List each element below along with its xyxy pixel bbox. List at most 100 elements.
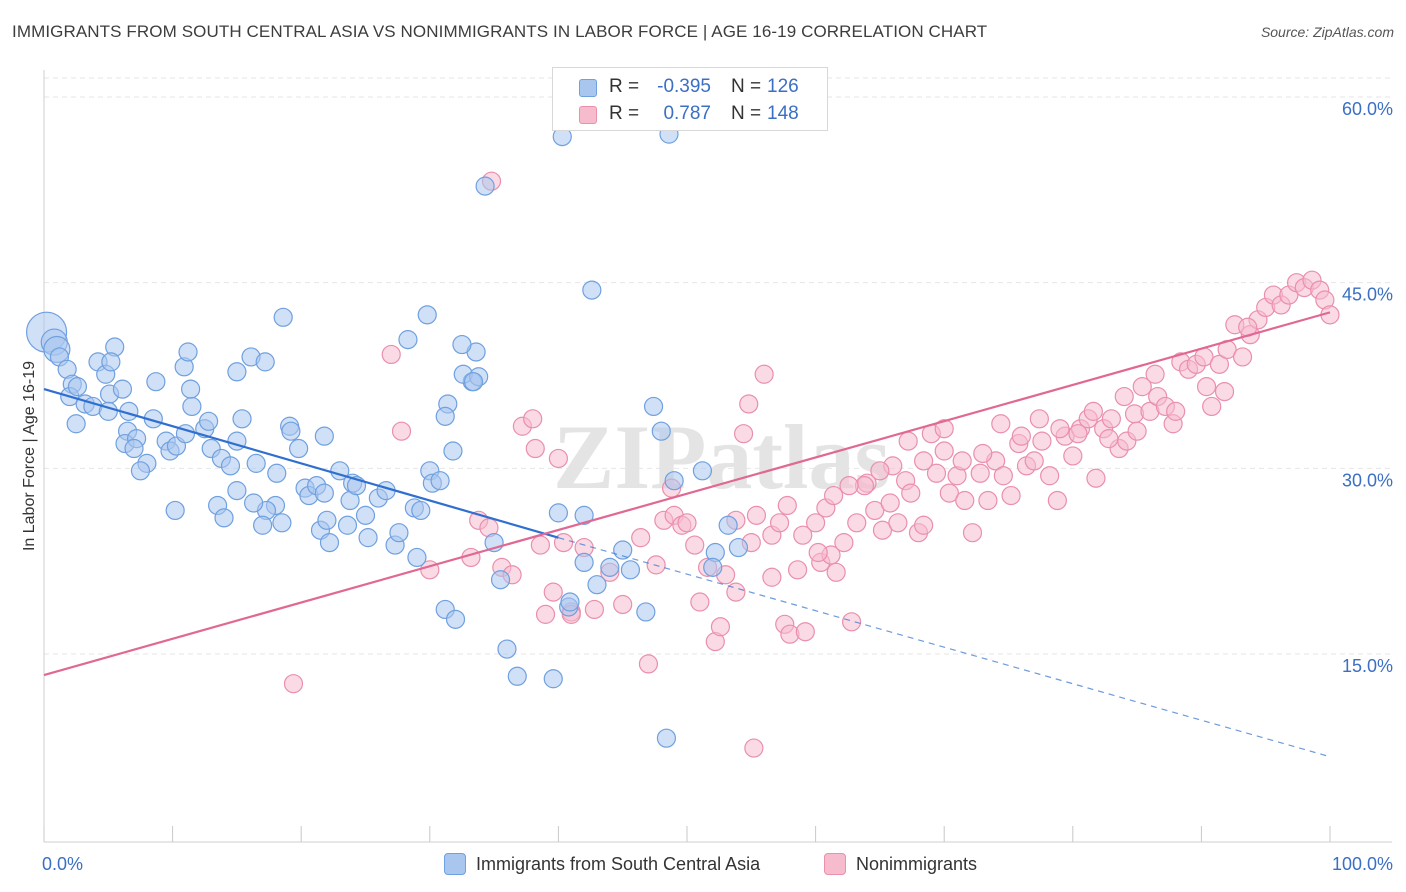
immigrants-point: [66, 414, 86, 434]
immigrants-point: [355, 505, 376, 525]
nonimmigrants-point: [962, 523, 983, 543]
nonimmigrants-point: [824, 485, 844, 506]
immigrants-point: [497, 639, 517, 659]
nonimmigrants-point: [898, 431, 918, 451]
immigrants-point: [67, 377, 88, 397]
immigrants-point: [587, 575, 607, 595]
immigrants-point: [463, 372, 484, 392]
immigrants-point: [220, 456, 241, 476]
immigrants-point: [101, 352, 121, 372]
nonimmigrants-point: [1032, 431, 1052, 451]
immigrants-point: [319, 532, 340, 553]
nonimmigrants-point: [733, 424, 754, 444]
chart-title: IMMIGRANTS FROM SOUTH CENTRAL ASIA VS NO…: [12, 22, 988, 41]
nonimmigrants-point: [842, 612, 862, 632]
nonimmigrants-point: [613, 594, 633, 615]
immigrants-point: [435, 406, 455, 426]
nonimmigrants-point: [535, 604, 556, 624]
nonimmigrants-point: [955, 490, 975, 511]
nonimmigrants-point: [888, 513, 908, 533]
legend-row-immigrants: R = -0.395 N = 126: [553, 73, 827, 101]
nonimmigrants-point: [787, 560, 808, 580]
nonimmigrants-point: [1166, 401, 1186, 421]
immigrants-point: [407, 547, 427, 568]
immigrants-point: [124, 438, 144, 459]
nonimmigrants-point: [631, 528, 651, 548]
y-tick-label: 60.0%: [1342, 99, 1393, 119]
immigrants-point: [227, 481, 247, 501]
immigrants-point: [314, 426, 334, 446]
immigrants-point: [548, 503, 569, 523]
immigrants-point: [146, 372, 166, 392]
axes: [43, 70, 1392, 843]
nonimmigrants-point: [1001, 485, 1021, 506]
immigrants-point: [613, 540, 633, 560]
immigrants-point: [165, 500, 185, 521]
nonimmigrants-point: [769, 513, 790, 533]
immigrants-point: [703, 557, 723, 577]
legend-swatch-blue: [579, 79, 597, 97]
nonimmigrants-point: [970, 463, 990, 483]
immigrants-point: [651, 421, 671, 441]
immigrants-point: [314, 483, 334, 503]
immigrants-point: [475, 176, 495, 196]
nonimmigrants-point: [677, 513, 697, 533]
legend-n-value-nonimmigrants: 148: [767, 103, 799, 124]
immigrants-point: [620, 560, 641, 580]
immigrants-point: [636, 602, 656, 622]
nonimmigrants-point: [762, 567, 782, 587]
legend-n-value-immigrants: 126: [767, 76, 799, 97]
nonimmigrants-point: [1132, 377, 1152, 397]
nonimmigrants-point: [1050, 419, 1070, 439]
nonimmigrants-point: [710, 617, 731, 637]
nonimmigrants-point: [1011, 426, 1031, 446]
legend-swatch-pink: [579, 106, 597, 124]
x-tick-label: 0.0%: [42, 854, 83, 874]
nonimmigrants-point: [1232, 347, 1253, 367]
immigrants-point: [178, 342, 198, 362]
nonimmigrants-point: [914, 451, 934, 471]
legend-n-label: N =: [731, 76, 762, 97]
immigrants-trend-extension: [558, 537, 1331, 758]
nonimmigrants-point: [978, 490, 998, 511]
nonimmigrants-point: [690, 592, 710, 612]
immigrants-point: [317, 510, 337, 530]
immigrants-point: [600, 557, 620, 577]
bottom-swatch-blue: [444, 853, 466, 875]
immigrants-point: [718, 515, 738, 535]
immigrants-point: [281, 421, 301, 441]
nonimmigrants-point: [1024, 451, 1044, 471]
nonimmigrants-point: [1209, 354, 1230, 374]
immigrants-point: [507, 666, 527, 686]
nonimmigrants-point: [744, 738, 764, 758]
immigrants-point: [244, 493, 264, 513]
immigrants-point: [643, 396, 664, 417]
nonimmigrants-point: [1068, 424, 1088, 444]
y-tick-label: 45.0%: [1342, 285, 1393, 305]
bottom-legend-label-nonimmigrants: Nonimmigrants: [856, 853, 978, 874]
immigrants-point: [389, 523, 409, 543]
nonimmigrants-point: [1202, 396, 1222, 417]
nonimmigrants-point: [952, 451, 972, 471]
nonimmigrants-point: [1083, 401, 1103, 421]
immigrants-point: [289, 438, 309, 459]
immigrants-point: [728, 537, 749, 558]
nonimmigrants-point: [1063, 446, 1083, 466]
nonimmigrants-point: [381, 344, 401, 365]
immigrants-point: [358, 528, 378, 548]
legend-r-label: R =: [609, 76, 640, 97]
y-axis-label: In Labor Force | Age 16-19: [21, 360, 38, 552]
immigrants-point: [664, 471, 684, 491]
immigrants-trend-line: [43, 388, 559, 539]
immigrants-point: [130, 461, 151, 481]
correlation-legend: R = -0.395 N = 126 R = 0.787 N = 148: [552, 67, 828, 131]
immigrants-point: [430, 471, 450, 491]
immigrants-point: [255, 352, 275, 372]
y-tick-label: 30.0%: [1342, 470, 1393, 490]
legend-r-label: R =: [609, 103, 640, 124]
bottom-legend-label-immigrants: Immigrants from South Central Asia: [476, 853, 761, 874]
nonimmigrants-point: [391, 421, 412, 441]
nonimmigrants-point: [914, 515, 934, 535]
nonimmigrants-point: [739, 394, 759, 414]
